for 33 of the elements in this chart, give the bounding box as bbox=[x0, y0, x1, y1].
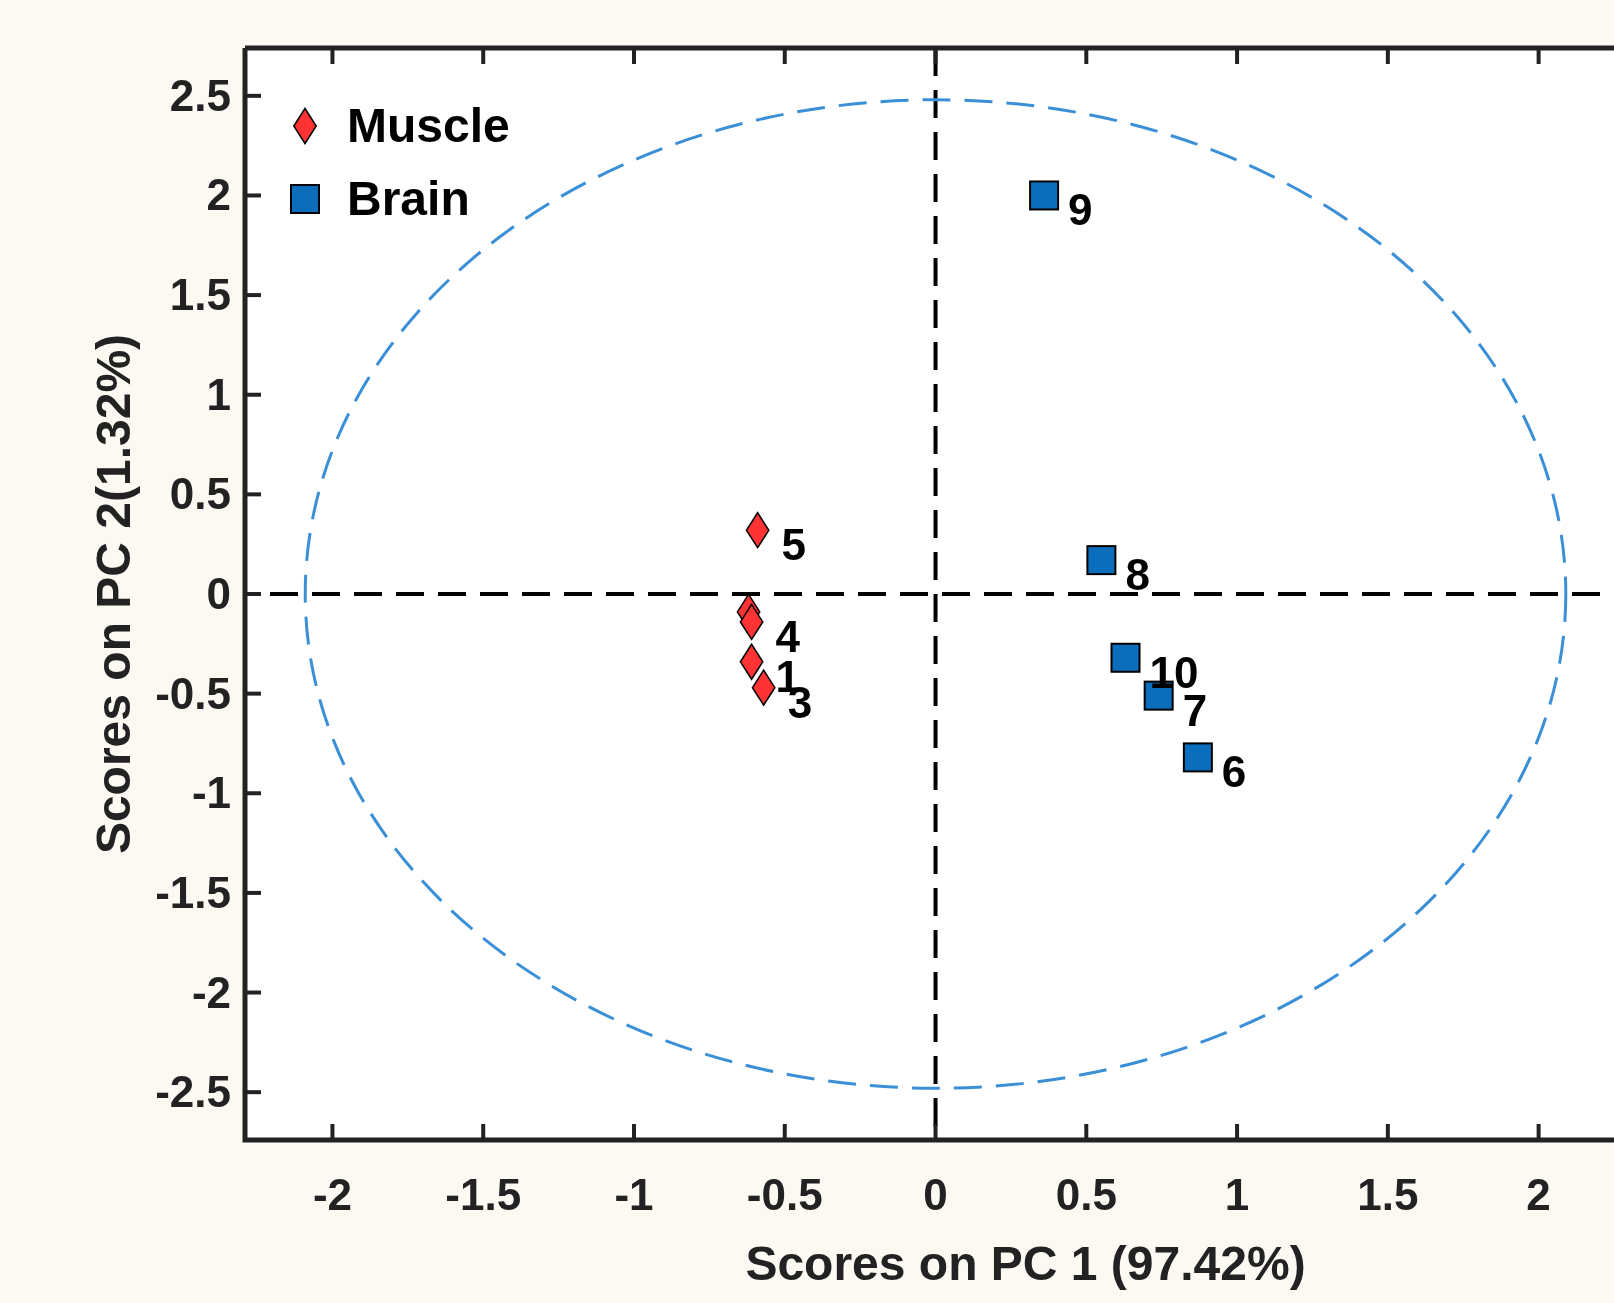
annotation: 9 bbox=[1068, 185, 1093, 235]
annotation: 5 bbox=[781, 520, 807, 570]
annotation: 8 bbox=[1125, 550, 1150, 600]
y-tick-label: 1 bbox=[206, 369, 231, 419]
x-tick-label: 1.5 bbox=[1357, 1170, 1419, 1219]
legend-label: Muscle bbox=[347, 99, 510, 152]
annotation: 4 bbox=[775, 611, 801, 661]
x-tick-label: 2 bbox=[1526, 1170, 1551, 1219]
x-tick-label: 0 bbox=[923, 1170, 948, 1219]
point bbox=[1086, 545, 1117, 576]
point bbox=[1110, 642, 1141, 673]
annotation: 6 bbox=[1221, 747, 1247, 797]
y-tick-label: 1.5 bbox=[169, 270, 231, 320]
y-tick-label: 0 bbox=[206, 569, 231, 618]
x-tick-label: 1 bbox=[1224, 1170, 1250, 1219]
x-tick-label: -1 bbox=[614, 1170, 654, 1219]
y-tick-label: -0.5 bbox=[155, 668, 231, 718]
y-tick-label: 0.5 bbox=[169, 469, 231, 519]
point bbox=[1029, 180, 1060, 211]
x-tick-label: -2 bbox=[312, 1170, 353, 1219]
point bbox=[1182, 742, 1213, 773]
y-tick-label: -1 bbox=[191, 768, 231, 818]
x-axis-title: Scores on PC 1 (97.42%) bbox=[745, 1237, 1306, 1290]
y-tick-label: -1.5 bbox=[155, 867, 231, 917]
x-tick-label: -1.5 bbox=[445, 1170, 522, 1219]
y-tick-label: 2.5 bbox=[169, 70, 231, 120]
y-tick-label: 2 bbox=[206, 170, 231, 220]
legend-label: Brain bbox=[347, 172, 470, 225]
y-tick-label: -2 bbox=[191, 967, 231, 1017]
y-tick-label: -2.5 bbox=[155, 1067, 231, 1117]
y-axis-title: Scores on PC 2(1.32%) bbox=[87, 333, 140, 855]
x-tick-label: 0.5 bbox=[1055, 1170, 1117, 1219]
x-tick-label: -0.5 bbox=[746, 1170, 823, 1219]
